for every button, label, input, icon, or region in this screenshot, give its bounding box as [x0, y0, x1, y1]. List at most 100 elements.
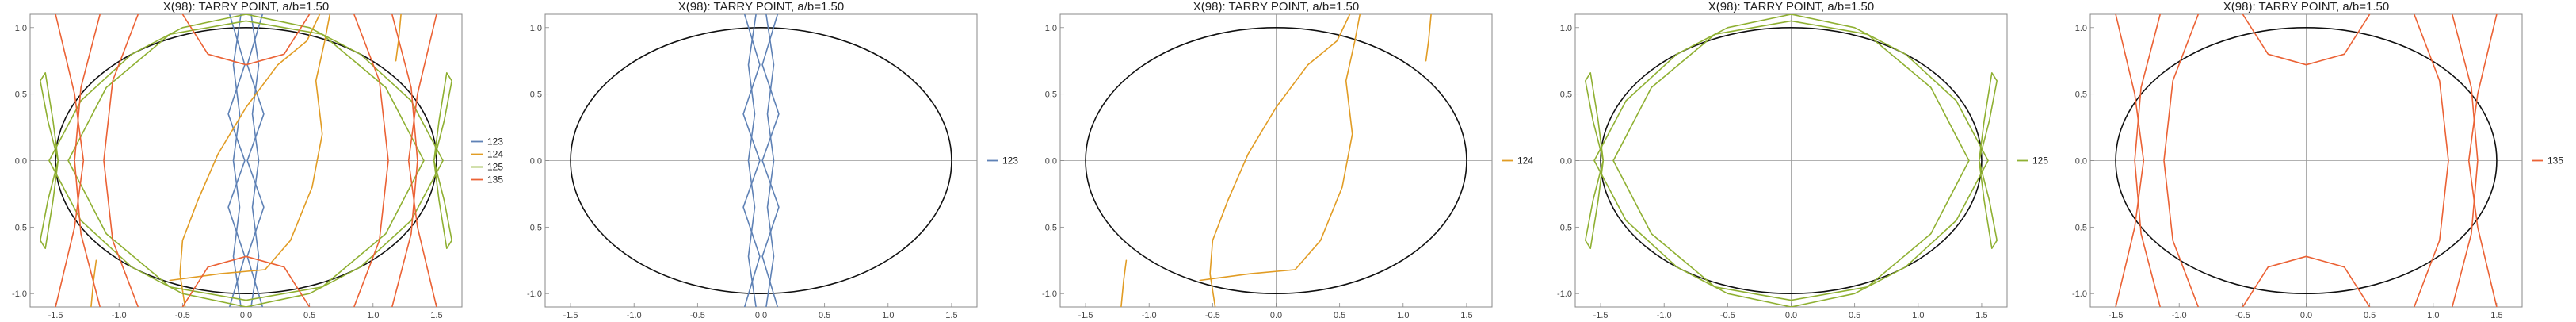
panel-1: -1.5 -1.0 -0.5 0.0 0.5 1.0 1.5 -1.0 -0.5 0.0 0.5 1.… [12, 0, 503, 320]
x-tick-label: 1.0 [1397, 311, 1409, 320]
y-tick-label: 1.0 [1560, 24, 1572, 33]
series-135-line [2134, 14, 2161, 307]
y-tick-label: -0.5 [1042, 223, 1057, 232]
y-tick-label: -1.0 [2072, 289, 2087, 299]
y-tick-label: -1.0 [1557, 289, 1572, 299]
x-tick-label: -1.0 [2172, 311, 2187, 320]
series-135-line [2414, 14, 2449, 307]
series-135-line [181, 14, 311, 66]
series-124-line [1425, 14, 1432, 62]
x-tick-label: 1.0 [2427, 311, 2439, 320]
y-tick-label: 1.0 [2075, 24, 2087, 33]
legend-label-124: 124 [1517, 155, 1533, 167]
legend-label-135: 135 [487, 174, 503, 186]
legend-label-135: 135 [2547, 155, 2563, 167]
y-tick-label: 0.5 [1045, 90, 1057, 100]
y-tick-label: -0.5 [12, 223, 27, 232]
series-123-line [765, 14, 775, 307]
series-124-line [1199, 269, 1296, 282]
series-135-line [2242, 255, 2371, 307]
x-tick-label: 0.0 [1785, 311, 1797, 320]
y-tick-label: -0.5 [2072, 223, 2087, 232]
series-125-line [39, 72, 59, 250]
ellipse [1085, 26, 1467, 295]
panel-3: -1.5 -1.0 -0.5 0.0 0.5 1.0 1.5 -1.0 -0.5 0.0 0.5 1.… [1042, 0, 1533, 320]
y-tick-label: 1.0 [15, 24, 27, 33]
chart-title: X(98): TARRY POINT, a/b=1.50 [678, 0, 844, 13]
x-tick-label: -1.5 [1078, 311, 1093, 320]
series-125-line [48, 159, 247, 307]
series-125-line [1612, 159, 1970, 301]
curves [742, 14, 780, 307]
series-135-line [2242, 14, 2371, 66]
panel-5: -1.5 -1.0 -0.5 0.0 0.5 1.0 1.5 -1.0 -0.5 0.0 0.5 1.… [2072, 0, 2563, 320]
series-124-line [1120, 259, 1128, 307]
x-tick-label: 0.5 [1334, 311, 1345, 320]
x-tick-label: -1.0 [627, 311, 642, 320]
x-tick-label: 0.5 [303, 311, 315, 320]
y-tick-label: 0.5 [1560, 90, 1572, 100]
series-125-line [245, 159, 444, 307]
legend-label-123: 123 [487, 136, 503, 148]
series-124-line [264, 14, 331, 270]
chart-title: X(98): TARRY POINT, a/b=1.50 [1708, 0, 1874, 13]
y-tick-label: -0.5 [1557, 223, 1572, 232]
x-tick-label: -1.0 [112, 311, 127, 320]
legend-label-123: 123 [1002, 155, 1018, 167]
x-tick-label: -1.5 [2109, 311, 2124, 320]
series-124-line [169, 269, 266, 282]
y-tick-label: 0.0 [1560, 157, 1572, 167]
series-135-line [391, 14, 418, 307]
x-tick-label: -1.0 [1657, 311, 1672, 320]
series-135-line [353, 14, 389, 307]
series-135-line [2163, 14, 2200, 307]
ellipse [2115, 26, 2498, 295]
x-tick-label: -1.5 [563, 311, 578, 320]
panel-4: -1.5 -1.0 -0.5 0.0 0.5 1.0 1.5 -1.0 -0.5 0.0 0.5 1.… [1557, 0, 2048, 320]
series-123-line [761, 14, 780, 307]
series-125-line [1612, 20, 1970, 162]
ellipse [1600, 26, 1983, 295]
series-135-line [74, 14, 101, 307]
y-tick-label: -1.0 [527, 289, 542, 299]
chart-title: X(98): TARRY POINT, a/b=1.50 [2223, 0, 2389, 13]
series-135-line [55, 14, 85, 307]
x-tick-label: 0.0 [1270, 311, 1282, 320]
series-125-line [1790, 14, 1989, 162]
y-tick-label: -1.0 [12, 289, 27, 299]
y-tick-label: -1.0 [1042, 289, 1057, 299]
series-125-line [67, 159, 425, 301]
y-tick-label: 0.5 [2075, 90, 2087, 100]
series-125-line [1585, 72, 1605, 250]
series-125-line [67, 20, 425, 162]
series-125-line [245, 14, 444, 162]
y-tick-label: 0.5 [530, 90, 542, 100]
series-124-line [1209, 14, 1351, 307]
x-tick-label: 1.5 [430, 311, 442, 320]
legend-label-125: 125 [2032, 155, 2048, 167]
series-123-line [232, 14, 242, 307]
x-tick-label: 1.5 [1975, 311, 1987, 320]
series-124-line [179, 14, 321, 307]
y-tick-label: 0.0 [15, 157, 27, 167]
x-tick-label: 0.0 [755, 311, 767, 320]
x-tick-label: 1.5 [1460, 311, 1472, 320]
x-tick-label: 1.5 [2490, 311, 2502, 320]
y-tick-label: 0.0 [1045, 157, 1057, 167]
x-tick-label: -0.5 [1205, 311, 1220, 320]
x-tick-label: -0.5 [690, 311, 705, 320]
x-tick-label: -0.5 [2235, 311, 2250, 320]
panel-2: -1.5 -1.0 -0.5 0.0 0.5 1.0 1.5 -1.0 -0.5 0.0 0.5 1.… [527, 0, 1018, 320]
y-tick-label: 0.5 [15, 90, 27, 100]
series-135-line [2115, 14, 2145, 307]
chart-title: X(98): TARRY POINT, a/b=1.50 [1193, 0, 1359, 13]
y-tick-label: 1.0 [530, 24, 542, 33]
series-125-line [433, 72, 453, 250]
series-135-line [2467, 14, 2498, 307]
x-tick-label: -1.5 [48, 311, 63, 320]
ellipse [570, 26, 952, 295]
ellipse [55, 26, 437, 295]
series-125-line [1593, 159, 1792, 307]
x-tick-label: 1.0 [882, 311, 894, 320]
x-tick-label: 1.0 [1912, 311, 1924, 320]
